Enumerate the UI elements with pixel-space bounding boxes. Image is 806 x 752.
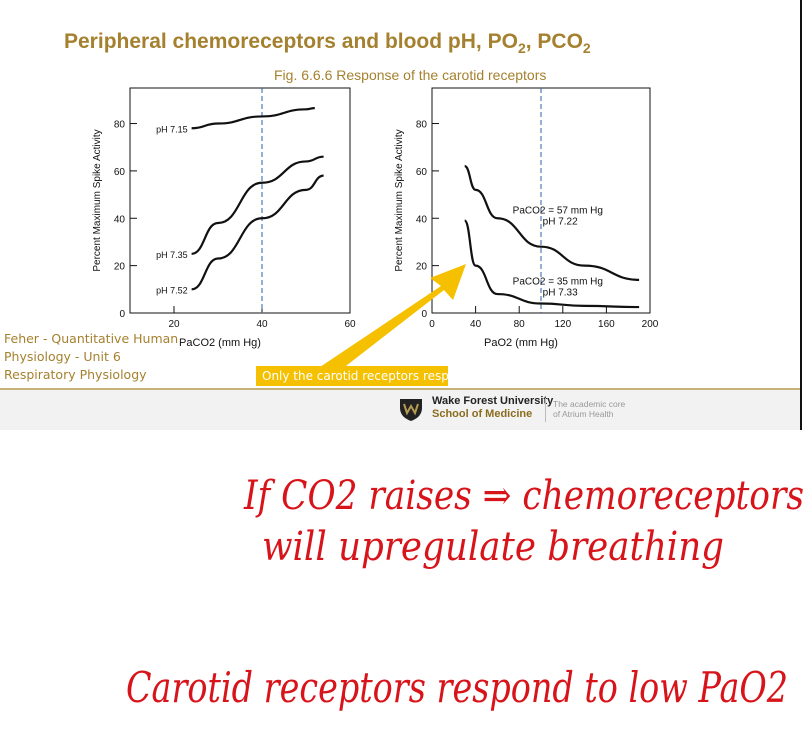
callout-arrow <box>320 264 466 376</box>
y-axis-label: Percent Maximum Spike Activity <box>394 129 405 271</box>
handwritten-line-3: Carotid receptors respond to low PaO2 <box>126 663 788 712</box>
x-tick-label: 60 <box>344 319 356 330</box>
x-axis-label: PaCO2 (mm Hg) <box>179 337 261 349</box>
slide: Peripheral chemoreceptors and blood pH, … <box>0 0 802 430</box>
curve-annotation: pH 7.33 <box>543 288 578 299</box>
series-line <box>463 219 640 309</box>
series-line <box>191 155 324 255</box>
x-tick-label: 20 <box>168 319 180 330</box>
school-name: School of Medicine <box>432 408 533 420</box>
x-tick-label: 120 <box>554 319 571 330</box>
series-line <box>464 165 640 281</box>
left-chart: 0 20 40 60 80 20 40 60 PaCO2 (mm Hg) Percent Maxi… <box>92 87 356 349</box>
curve-annotation: PaCO2 = 57 mm Hg <box>513 206 603 217</box>
credit-line: Feher - Quantitative Human <box>4 331 179 346</box>
slide-title: Peripheral chemoreceptors and blood pH, … <box>64 30 591 57</box>
source-credit: Feher - Quantitative Human Physiology - … <box>4 330 178 384</box>
y-tick-label: 60 <box>114 167 126 178</box>
series-label: pH 7.15 <box>156 124 188 134</box>
footer-band: Wake Forest University School of Medicin… <box>0 388 800 430</box>
credit-line: Respiratory Physiology <box>4 367 147 382</box>
wfu-name: Wake Forest University School of Medicin… <box>432 395 553 421</box>
y-tick-label: 20 <box>416 262 428 273</box>
footer-divider <box>545 398 546 422</box>
series-label: pH 7.35 <box>156 250 188 260</box>
y-axis-label: Percent Maximum Spike Activity <box>92 129 103 271</box>
y-tick-label: 80 <box>114 120 126 131</box>
x-tick-label: 80 <box>514 319 526 330</box>
footer-tagline: The academic core of Atrium Health <box>553 399 625 419</box>
x-tick-label: 40 <box>470 319 482 330</box>
tagline-line: The academic core <box>553 399 626 409</box>
x-tick-label: 0 <box>429 319 435 330</box>
y-tick-label: 80 <box>416 120 428 131</box>
y-tick-label: 60 <box>416 167 428 178</box>
plot-frame <box>129 87 351 314</box>
x-tick-label: 200 <box>642 319 659 330</box>
credit-line: Physiology - Unit 6 <box>4 349 121 364</box>
figure-caption: Fig. 6.6.6 Response of the carotid recep… <box>274 67 547 83</box>
y-tick-label: 20 <box>114 262 126 273</box>
handwritten-notes: If CO2 raises ⇒ chemoreceptors will upre… <box>126 473 804 712</box>
charts-layer: 0 20 40 60 80 20 40 60 PaCO2 (mm Hg) Percent Maxi… <box>92 87 659 376</box>
curve-annotation: pH 7.22 <box>543 217 578 228</box>
handwritten-line-1: If CO2 raises ⇒ chemoreceptors <box>243 473 804 519</box>
x-axis-label: PaO2 (mm Hg) <box>484 337 558 349</box>
university-name: Wake Forest University <box>432 395 554 407</box>
tagline-line: of Atrium Health <box>553 409 614 419</box>
wfu-shield-icon <box>400 399 422 421</box>
handwritten-line-2: will upregulate breathing <box>262 524 724 570</box>
series-line <box>191 107 315 130</box>
curve-annotation: PaCO2 = 35 mm Hg <box>513 277 603 288</box>
right-chart: 0 20 40 60 80 0 40 80 120 160 200 PaO2 (mm Hg) Perce… <box>394 87 659 349</box>
series-label: pH 7.52 <box>156 285 188 295</box>
series-line <box>191 174 324 291</box>
x-tick-label: 40 <box>256 319 268 330</box>
y-tick-label: 0 <box>421 309 427 320</box>
y-tick-label: 0 <box>119 309 125 320</box>
y-tick-label: 40 <box>416 214 428 225</box>
y-tick-label: 40 <box>114 214 126 225</box>
x-tick-label: 160 <box>598 319 615 330</box>
callout-box: Only the carotid receptors respond to lo… <box>256 366 542 386</box>
